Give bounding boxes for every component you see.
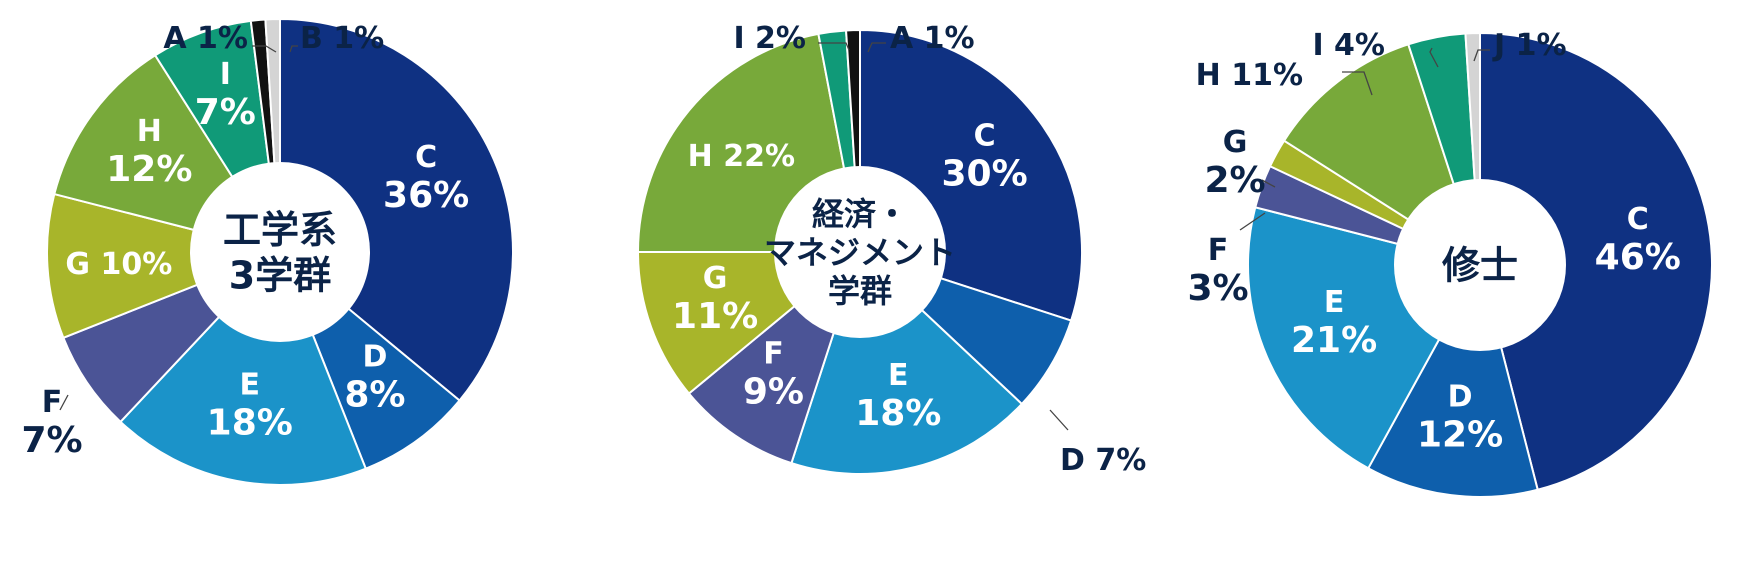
pie-slice-d xyxy=(1366,262,1539,498)
slice-percent-e: 18% xyxy=(855,393,941,434)
leader-line xyxy=(1239,212,1266,231)
slice-letter-c: C xyxy=(415,140,437,175)
slice-percent-g: 11% xyxy=(672,296,758,337)
slice-label-i: I 2% xyxy=(733,21,806,56)
chart-title-line: 学群 xyxy=(828,272,892,310)
slice-label-b: B 1% xyxy=(300,21,384,56)
leader-line xyxy=(289,45,298,53)
pie-slice-g xyxy=(46,192,284,340)
slice-letter-f: F xyxy=(42,385,63,420)
slice-letter-c: C xyxy=(1627,202,1649,237)
leader-line xyxy=(1429,47,1439,68)
chart-title-line: 修士 xyxy=(1442,244,1518,288)
leader-line xyxy=(252,45,277,53)
chart-title-line: 3学群 xyxy=(229,253,331,297)
slice-percent-c: 30% xyxy=(942,153,1028,194)
leader-line xyxy=(1473,49,1490,62)
slice-label-i: I 4% xyxy=(1312,28,1385,63)
leader-line xyxy=(818,42,850,51)
slice-label-a: A 1% xyxy=(163,21,248,56)
slice-percent-e: 18% xyxy=(207,403,293,444)
slice-letter-e: E xyxy=(888,358,909,393)
slice-letter-f: F xyxy=(763,336,784,371)
slice-percent-g: 2% xyxy=(1204,160,1265,201)
slice-percent-c: 46% xyxy=(1595,237,1681,278)
slice-letter-d: D xyxy=(1448,380,1473,415)
donut-hole xyxy=(774,166,946,338)
leader-line xyxy=(59,394,69,411)
slice-percent-f: 3% xyxy=(1187,268,1248,309)
leader-line xyxy=(867,42,886,53)
chart-title-line: 工学系 xyxy=(223,208,337,252)
slice-percent-h: 12% xyxy=(106,149,192,190)
pie-chart-3: 修士 C46% D12% E21% F3% G2% H 11% I 4% J 1% xyxy=(1187,28,1713,498)
slice-percent-d: 12% xyxy=(1417,415,1503,456)
slice-label-d: D 7% xyxy=(1060,443,1146,478)
chart-title-line: マネジメント xyxy=(764,234,956,272)
leader-line xyxy=(1049,409,1069,431)
chart-title-line: 経済・ xyxy=(812,195,908,233)
pie-slice-e xyxy=(119,250,368,487)
slice-percent-i: 7% xyxy=(195,92,256,133)
leader-line xyxy=(1342,71,1373,96)
pie-slice-c xyxy=(279,17,514,402)
slice-label-h: H 22% xyxy=(688,139,795,174)
slice-letter-g: G xyxy=(703,261,728,296)
slice-percent-e: 21% xyxy=(1291,320,1377,361)
leader-line xyxy=(1261,179,1276,188)
slice-letter-f: F xyxy=(1208,233,1229,268)
slice-label-g: G 10% xyxy=(65,247,172,282)
slice-letter-i: I xyxy=(220,57,231,92)
slice-label-a: A 1% xyxy=(890,21,975,56)
slice-letter-d: D xyxy=(362,340,387,375)
slice-letter-e: E xyxy=(1324,285,1345,320)
slice-label-h: H 11% xyxy=(1196,58,1303,93)
slice-letter-h: H xyxy=(137,114,162,149)
slice-letter-e: E xyxy=(239,368,260,403)
slice-label-j: J 1% xyxy=(1492,28,1567,63)
slice-letter-g: G xyxy=(1223,125,1248,160)
donut-hole xyxy=(190,162,370,342)
slice-percent-d: 8% xyxy=(344,375,405,416)
pie-slice-c xyxy=(1479,31,1713,491)
slice-percent-f: 7% xyxy=(21,420,82,461)
slice-percent-f: 9% xyxy=(743,371,804,412)
slice-letter-c: C xyxy=(974,118,996,153)
donut-hole xyxy=(1394,179,1566,351)
slice-percent-c: 36% xyxy=(383,175,469,216)
